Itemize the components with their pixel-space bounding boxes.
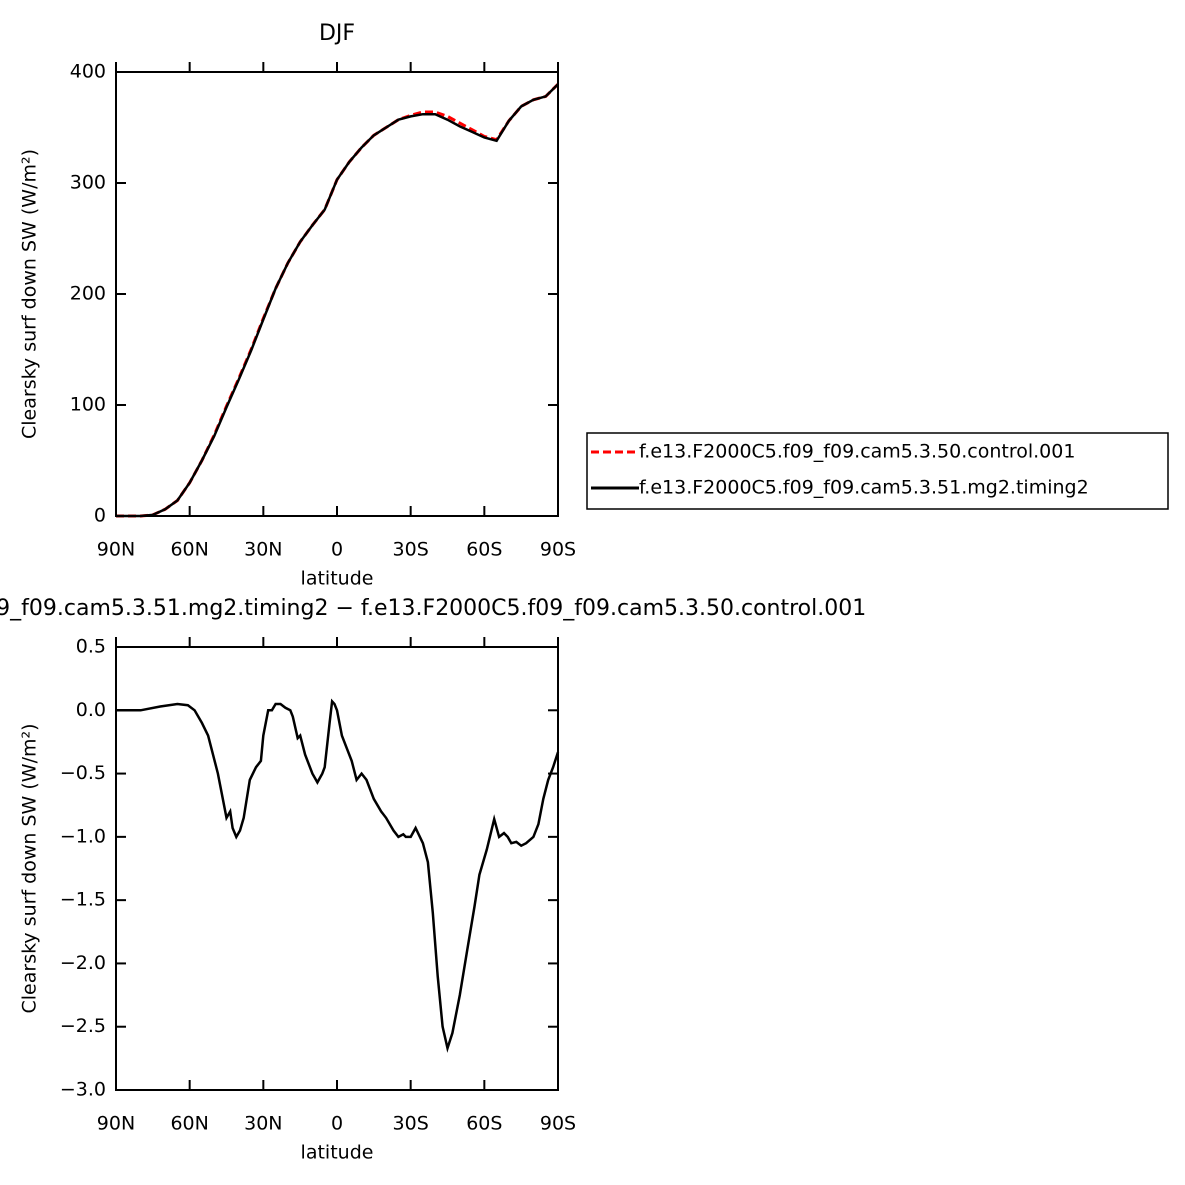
x-axis-label: latitude <box>301 1142 374 1164</box>
y-tick-label: −1.5 <box>60 889 106 911</box>
x-tick-label: 60N <box>170 1113 208 1135</box>
y-tick-label: −1.0 <box>60 825 106 847</box>
x-tick-label: 60N <box>170 539 208 561</box>
y-axis-label: Clearsky surf down SW (W/m²) <box>19 149 41 439</box>
chart-title: DJF <box>319 21 355 46</box>
plot-frame <box>115 71 559 517</box>
x-tick-label: 60S <box>466 539 502 561</box>
chart-title: f.e13.F2000C5.f09_f09.cam5.3.51.mg2.timi… <box>0 596 866 621</box>
x-axis-label: latitude <box>301 568 374 590</box>
legend-label: f.e13.F2000C5.f09_f09.cam5.3.50.control.… <box>639 441 1075 463</box>
y-tick-label: 100 <box>70 394 106 416</box>
x-tick-label: 90N <box>97 1113 135 1135</box>
x-tick-label: 30N <box>244 539 282 561</box>
x-tick-label: 30S <box>393 1113 429 1135</box>
x-tick-label: 90S <box>540 539 576 561</box>
y-tick-label: −2.5 <box>60 1015 106 1037</box>
x-tick-label: 0 <box>331 1113 343 1135</box>
x-tick-label: 90S <box>540 1113 576 1135</box>
y-tick-label: 300 <box>70 172 106 194</box>
legend-label: f.e13.F2000C5.f09_f09.cam5.3.51.mg2.timi… <box>639 477 1089 499</box>
y-tick-label: 0 <box>94 505 106 527</box>
x-tick-label: 90N <box>97 539 135 561</box>
y-tick-label: 400 <box>70 61 106 83</box>
data-line <box>116 83 560 518</box>
data-line <box>116 698 560 1053</box>
legend-box <box>586 432 1169 510</box>
y-axis-label: Clearsky surf down SW (W/m²) <box>19 723 41 1013</box>
y-tick-label: −2.0 <box>60 952 106 974</box>
plot-frame <box>115 646 559 1091</box>
data-line <box>116 83 559 518</box>
y-tick-label: −3.0 <box>60 1079 106 1101</box>
x-tick-label: 0 <box>331 539 343 561</box>
y-tick-label: −0.5 <box>60 762 106 784</box>
x-tick-label: 30N <box>244 1113 282 1135</box>
y-tick-label: 0.5 <box>76 636 106 658</box>
y-tick-label: 200 <box>70 283 106 305</box>
x-tick-label: 60S <box>466 1113 502 1135</box>
x-tick-label: 30S <box>393 539 429 561</box>
y-tick-label: 0.0 <box>76 699 106 721</box>
